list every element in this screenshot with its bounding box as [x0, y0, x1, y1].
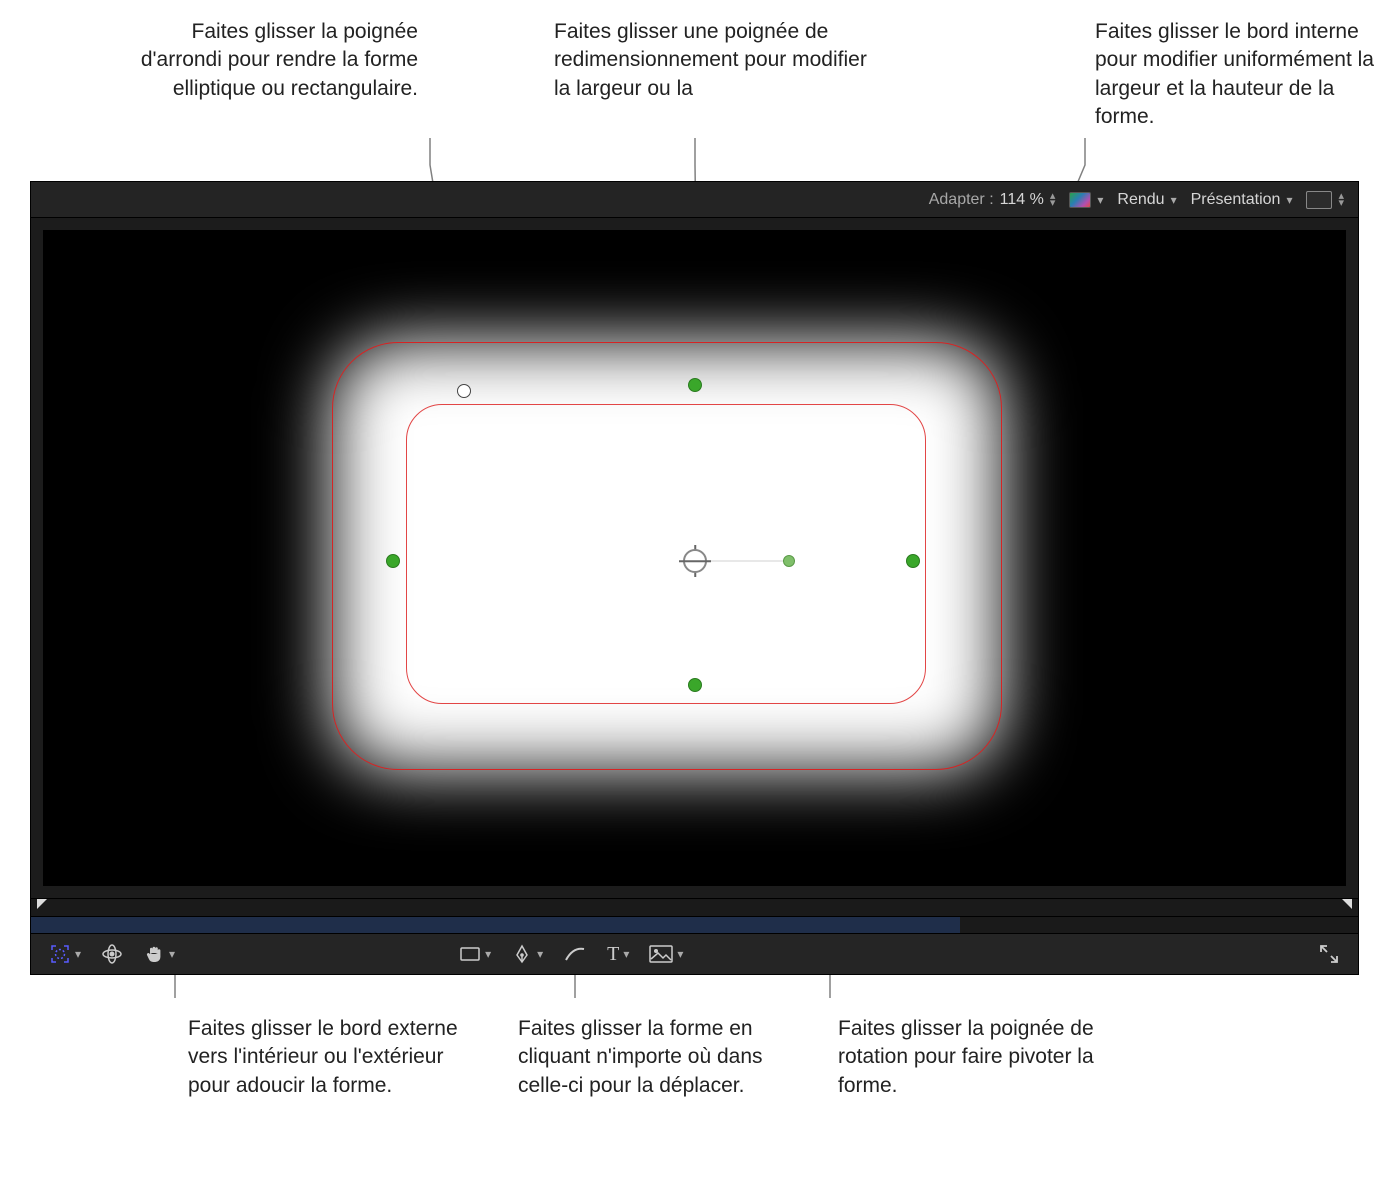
- chevron-down-icon: ▾: [485, 947, 491, 961]
- stepper-icon: ▴▾: [1338, 193, 1344, 207]
- rainbow-icon: [1069, 192, 1091, 208]
- stepper-icon: ▴▾: [1050, 193, 1056, 207]
- fullscreen-tool[interactable]: [1310, 939, 1348, 969]
- hand-tool[interactable]: ▾: [135, 939, 183, 969]
- aspect-control[interactable]: ▴▾: [1306, 191, 1344, 209]
- hand-tool-icon: [143, 943, 165, 965]
- orbit-tool[interactable]: [93, 939, 131, 969]
- out-marker-icon[interactable]: [1342, 899, 1352, 909]
- resize-handle-bottom[interactable]: [688, 678, 702, 692]
- timeline-bar[interactable]: [31, 916, 1358, 934]
- app-window: Adapter : 114 % ▴▾ ▾ Rendu ▾ Présentatio…: [30, 181, 1359, 975]
- chevron-down-icon: ▾: [677, 947, 683, 961]
- shape-tool[interactable]: ▾: [41, 939, 89, 969]
- line-tool[interactable]: [555, 939, 595, 969]
- fit-value: 114 %: [1000, 191, 1044, 209]
- line-tool-icon: [563, 943, 587, 965]
- media-tool[interactable]: ▾: [641, 941, 691, 967]
- roundness-handle[interactable]: [457, 384, 471, 398]
- pen-tool[interactable]: ▾: [503, 939, 551, 969]
- render-label: Rendu: [1117, 191, 1164, 209]
- timeline-clip[interactable]: [31, 917, 960, 933]
- render-menu[interactable]: Rendu ▾: [1117, 191, 1176, 209]
- fit-label: Adapter :: [929, 191, 994, 209]
- chevron-down-icon: ▾: [623, 947, 629, 961]
- chevron-down-icon: ▾: [169, 947, 175, 961]
- viewer-topbar: Adapter : 114 % ▴▾ ▾ Rendu ▾ Présentatio…: [31, 182, 1358, 218]
- chevron-down-icon: ▾: [1097, 193, 1103, 207]
- resize-handle-top[interactable]: [688, 378, 702, 392]
- screen-icon: [1306, 191, 1332, 209]
- canvas-wrap: [31, 218, 1358, 898]
- chevron-down-icon: ▾: [75, 947, 81, 961]
- canvas-toolbar: ▾ ▾ ▾ ▾: [31, 934, 1358, 974]
- mini-timeline[interactable]: [31, 898, 1358, 916]
- media-tool-icon: [649, 945, 673, 963]
- chevron-down-icon: ▾: [1171, 193, 1177, 207]
- rotation-handle[interactable]: [783, 555, 795, 567]
- color-channel-control[interactable]: ▾: [1069, 192, 1103, 208]
- resize-handle-right[interactable]: [906, 554, 920, 568]
- rect-tool[interactable]: ▾: [451, 941, 499, 967]
- pen-tool-icon: [511, 943, 533, 965]
- chevron-down-icon: ▾: [1286, 193, 1292, 207]
- chevron-down-icon: ▾: [537, 947, 543, 961]
- text-tool[interactable]: T ▾: [599, 939, 637, 970]
- mask-inner-edge[interactable]: [406, 404, 926, 704]
- expand-icon: [1318, 943, 1340, 965]
- rect-tool-icon: [459, 945, 481, 963]
- orbit-tool-icon: [101, 943, 123, 965]
- text-tool-icon: T: [607, 943, 619, 966]
- resize-handle-left[interactable]: [386, 554, 400, 568]
- view-menu[interactable]: Présentation ▾: [1191, 191, 1293, 209]
- in-marker-icon[interactable]: [37, 899, 47, 909]
- fit-control[interactable]: Adapter : 114 % ▴▾: [929, 191, 1056, 209]
- canvas[interactable]: [43, 230, 1346, 886]
- center-anchor[interactable]: [683, 549, 707, 573]
- shape-tool-icon: [49, 943, 71, 965]
- view-label: Présentation: [1191, 191, 1281, 209]
